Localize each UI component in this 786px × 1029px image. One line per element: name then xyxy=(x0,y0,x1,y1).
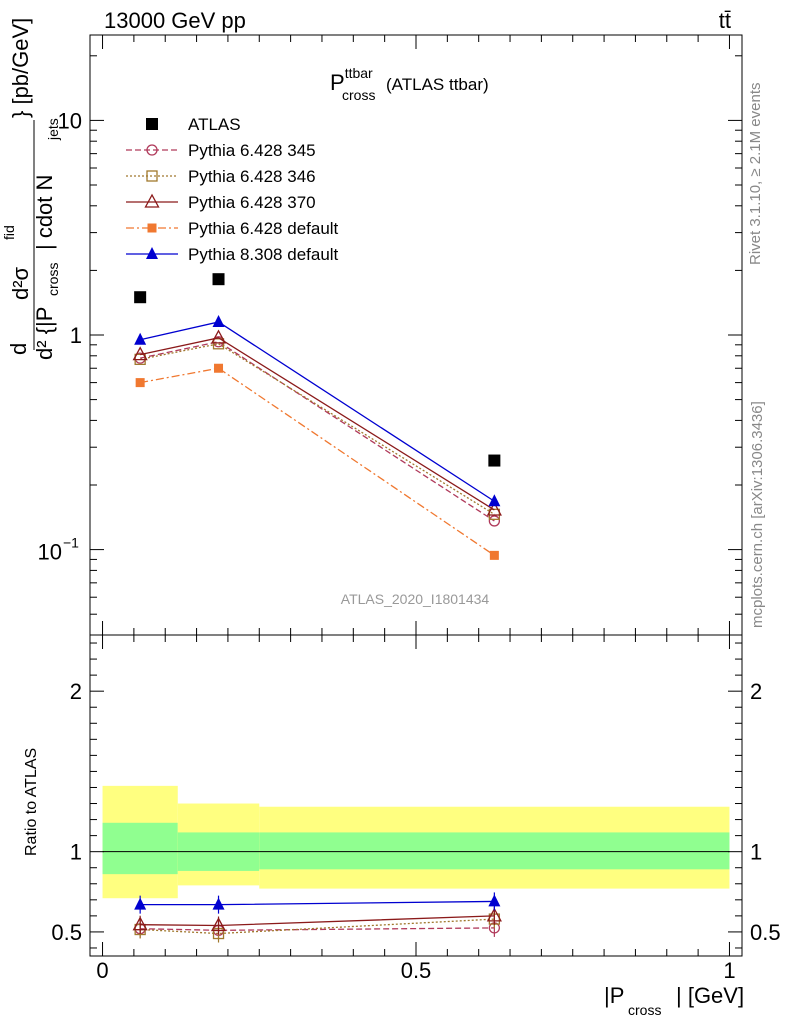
legend-label: Pythia 6.428 default xyxy=(188,219,339,238)
legend-entry: Pythia 8.308 default xyxy=(126,245,339,264)
series-line xyxy=(140,321,495,502)
ratio-y-tick-label: 0.5 xyxy=(51,920,82,945)
series-pythia-6-428-346 xyxy=(134,338,501,520)
ratio-point xyxy=(488,894,501,907)
y-tick-label-exponent: −1 xyxy=(63,535,79,551)
svg-text:d²σ: d²σ xyxy=(8,266,33,300)
legend-entry: Pythia 6.428 346 xyxy=(126,167,316,186)
main-y-axis-label: d d²σ fid d² {|P cross | cdot N jets } [… xyxy=(1,18,61,360)
plot-title: Pttbar cross(ATLAS ttbar) xyxy=(330,65,489,103)
series-atlas xyxy=(134,273,501,467)
svg-text:cross: cross xyxy=(45,263,61,296)
uncertainty-band-inner xyxy=(259,832,730,870)
data-point xyxy=(134,332,147,345)
ratio-point xyxy=(486,907,502,922)
ratio-plot-frame xyxy=(89,634,743,957)
legend: ATLAS Pythia 6.428 345 Pythia 6.428 346 Pyt… xyxy=(126,115,339,264)
data-point xyxy=(212,314,225,327)
series-pythia-6-428-345 xyxy=(134,336,501,527)
legend-marker xyxy=(146,170,158,182)
ratio-point xyxy=(134,897,147,910)
svg-text:} [pb/GeV]: } [pb/GeV] xyxy=(8,18,33,118)
ratio-point xyxy=(210,917,227,932)
legend-label: Pythia 6.428 346 xyxy=(188,167,316,186)
series-line xyxy=(140,337,495,511)
process-label: tt̄ xyxy=(719,8,731,33)
energy-label: 13000 GeV pp xyxy=(104,8,246,33)
svg-text:| cdot N: | cdot N xyxy=(32,175,57,250)
data-point xyxy=(486,501,502,516)
x-tick-label: 0.5 xyxy=(401,958,432,983)
svg-text:fid: fid xyxy=(1,225,17,240)
data-point xyxy=(214,363,224,373)
svg-text:d² {|P: d² {|P xyxy=(32,307,57,360)
legend-entry: Pythia 6.428 default xyxy=(126,219,339,238)
ratio-y-tick-label: 2 xyxy=(70,679,82,704)
svg-text:cross: cross xyxy=(628,1002,661,1018)
ratio-y-tick-label-right: 2 xyxy=(750,679,762,704)
ratio-y-tick-label: 1 xyxy=(70,840,82,865)
x-tick-label: 0 xyxy=(96,958,108,983)
rivet-version-label: Rivet 3.1.10, ≥ 2.1M events xyxy=(747,83,764,266)
ratio-y-tick-label-right: 1 xyxy=(750,840,762,865)
legend-marker xyxy=(146,144,158,156)
ratio-series-pythia-8-308-default xyxy=(134,892,501,914)
y-tick-label: 1 xyxy=(70,323,82,348)
data-point xyxy=(132,346,148,361)
ratio-line xyxy=(140,900,495,906)
ratio-series-pythia-6-428-370 xyxy=(132,906,502,935)
series-line xyxy=(140,367,495,556)
svg-text:jets: jets xyxy=(45,118,61,141)
data-point xyxy=(212,338,225,350)
legend-label: ATLAS xyxy=(188,115,241,134)
legend-entry: Pythia 6.428 370 xyxy=(126,193,316,212)
x-tick-label: 1 xyxy=(723,958,735,983)
legend-label: Pythia 8.308 default xyxy=(188,245,339,264)
data-point xyxy=(210,329,227,344)
ratio-y-axis-label: Ratio to ATLAS xyxy=(23,748,40,856)
x-axis-label: |P cross | [GeV] xyxy=(604,983,744,1018)
ratio-panel: 0.5 0.5 1 1 2 2 0 0.5 1 Ratio to ATLAS |P cross … xyxy=(23,634,781,1018)
ratio-point xyxy=(212,897,225,910)
series-pythia-6-428-370 xyxy=(132,329,502,516)
series-line xyxy=(140,341,495,522)
data-point xyxy=(488,515,501,527)
legend-marker xyxy=(144,193,160,208)
ratio-series-pythia-6-428-346 xyxy=(134,910,501,943)
legend-label: Pythia 6.428 345 xyxy=(188,141,316,160)
y-tick-label: 10 xyxy=(58,108,82,133)
data-point xyxy=(488,454,501,467)
ratio-y-tick-label-right: 0.5 xyxy=(750,920,781,945)
analysis-watermark: ATLAS_2020_I1801434 xyxy=(341,591,490,607)
data-point xyxy=(135,378,145,388)
data-point xyxy=(212,273,225,286)
mcplots-label: mcplots.cern.ch [arXiv:1306.3436] xyxy=(749,401,766,628)
ratio-line xyxy=(140,918,495,935)
ratio-line xyxy=(140,915,495,927)
ratio-point xyxy=(132,916,148,931)
svg-text:|P: |P xyxy=(604,983,624,1008)
data-point xyxy=(134,291,147,304)
series-line xyxy=(140,343,495,515)
uncertainty-band-inner xyxy=(102,822,178,875)
series-pythia-8-308-default xyxy=(134,314,501,507)
series-pythia-6-428-default xyxy=(135,363,499,560)
legend-marker xyxy=(147,223,157,233)
legend-entry: ATLAS xyxy=(146,115,241,134)
svg-text:| [GeV]: | [GeV] xyxy=(676,983,744,1008)
data-point xyxy=(488,494,501,507)
ratio-line xyxy=(140,927,495,931)
y-tick-label: 10 xyxy=(38,540,62,565)
legend-label: Pythia 6.428 370 xyxy=(188,193,316,212)
legend-entry: Pythia 6.428 345 xyxy=(126,141,316,160)
data-point xyxy=(489,550,499,560)
legend-marker xyxy=(146,118,158,130)
legend-marker xyxy=(146,247,158,259)
svg-text:d: d xyxy=(6,343,31,355)
